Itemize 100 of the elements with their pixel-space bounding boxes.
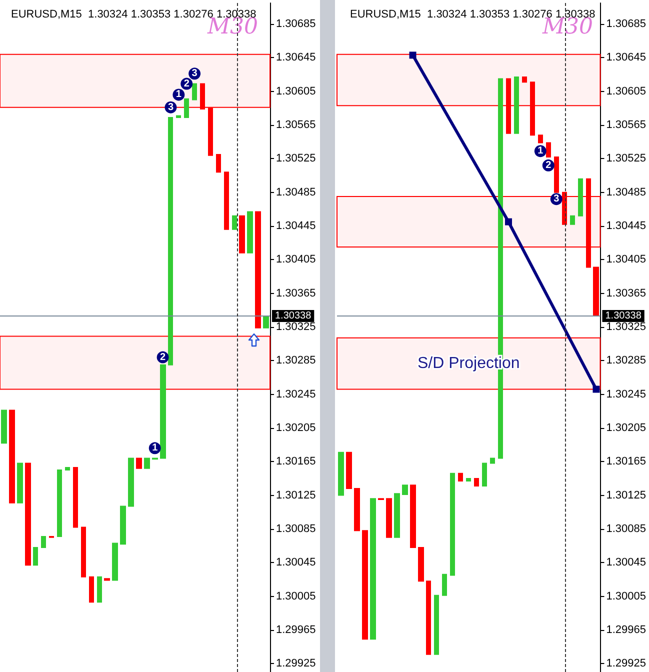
candlestick <box>426 580 431 655</box>
text: 1 <box>176 89 182 100</box>
candlestick <box>482 462 487 487</box>
candlestick <box>474 478 479 487</box>
candlestick <box>17 462 23 504</box>
y-tick-label: 1.30045 <box>276 556 316 569</box>
candlestick <box>192 83 197 100</box>
candlestick <box>9 410 15 504</box>
candlestick <box>57 470 62 538</box>
y-tick-label: 1.30605 <box>276 85 316 98</box>
candlestick <box>346 452 352 490</box>
y-tick-label: 1.30125 <box>276 489 316 502</box>
y-tick-label: 1.30565 <box>606 119 646 132</box>
series-label: 2 <box>160 352 166 363</box>
candlestick <box>33 546 38 566</box>
y-tick-label: 1.30005 <box>606 590 646 602</box>
candlestick <box>514 76 519 134</box>
series-label: 1 <box>538 146 544 157</box>
candlestick <box>506 78 511 134</box>
series-label: 3 <box>192 68 198 80</box>
y-tick-label: 1.30605 <box>606 85 646 98</box>
candlestick <box>578 178 583 216</box>
candlestick <box>442 574 447 596</box>
y-tick-label: 1.30325 <box>606 320 646 333</box>
y-tick-label: 1.30445 <box>276 220 316 232</box>
y-tick-label: 1.30405 <box>606 254 646 266</box>
y-tick-label: 1.30565 <box>276 119 316 132</box>
candlestick <box>224 172 229 230</box>
candlestick <box>104 578 110 581</box>
y-tick-label: 1.30285 <box>276 354 316 367</box>
y-tick-label: 1.30165 <box>276 456 316 468</box>
candlestick <box>362 530 368 640</box>
candlestick <box>136 458 142 469</box>
y-tick-label: 1.30085 <box>276 522 316 535</box>
candlestick <box>97 576 102 603</box>
y-tick-label: 1.29965 <box>276 624 316 636</box>
y-tick-label: 1.30445 <box>606 220 646 232</box>
y-tick-label: 1.30645 <box>276 52 316 64</box>
candlestick <box>112 542 118 581</box>
candlestick <box>370 498 376 640</box>
candlestick <box>128 458 134 507</box>
candlestick <box>25 462 31 566</box>
y-tick-label: 1.30405 <box>276 254 316 266</box>
candlestick <box>184 98 189 118</box>
candlestick <box>418 546 424 582</box>
y-tick-label: 1.29925 <box>276 658 316 670</box>
y-tick-label: 1.30285 <box>606 354 646 367</box>
point <box>505 218 512 226</box>
y-tick-label: 1.29925 <box>606 658 646 670</box>
candlestick <box>89 576 94 603</box>
y-tick-label: 1.30525 <box>276 152 316 165</box>
candlestick <box>434 594 439 655</box>
candlestick <box>263 316 269 328</box>
candlestick <box>450 472 455 576</box>
y-tick-label: 1.30685 <box>276 18 316 30</box>
candlestick <box>41 536 46 548</box>
candlestick <box>144 458 150 469</box>
y-tick-label: 1.30085 <box>606 522 646 535</box>
candlestick <box>570 215 575 225</box>
y-tick-label: 1.29965 <box>606 624 646 636</box>
candlestick <box>466 478 471 482</box>
candlestick <box>490 458 495 464</box>
candlestick <box>386 498 392 538</box>
ref-line-label: 1.30338 <box>275 310 312 322</box>
candlestick <box>354 488 360 532</box>
ref-line-label: 1.30338 <box>605 310 642 322</box>
candlestick <box>120 506 126 545</box>
y-tick-label: 1.30245 <box>606 388 646 400</box>
y-tick-label: 1.30205 <box>606 422 646 434</box>
y-tick-label: 1.30485 <box>606 186 646 198</box>
candlestick <box>530 82 535 136</box>
y-tick-label: 1.30245 <box>276 388 316 400</box>
text: 3 <box>168 102 174 113</box>
candlestick <box>538 134 543 144</box>
series-label: 1 <box>152 442 158 454</box>
candlestick <box>255 211 261 328</box>
y-tick-label: 1.30325 <box>276 320 316 333</box>
candlestick <box>176 115 181 118</box>
candlestick <box>522 76 527 83</box>
candlestick <box>81 526 86 578</box>
candlestick <box>338 452 344 496</box>
series-label: 2 <box>546 160 552 171</box>
candlestick <box>554 156 559 193</box>
y-tick-label: 1.30365 <box>606 287 646 300</box>
candlestick <box>200 83 205 110</box>
y-tick-label: 1.30165 <box>606 456 646 468</box>
y-tick-label: 1.30645 <box>606 52 646 64</box>
point <box>592 386 600 393</box>
y-tick-label: 1.30125 <box>606 489 646 502</box>
y-tick-label: 1.30685 <box>606 18 646 30</box>
candlestick <box>402 484 408 495</box>
text: 2 <box>184 78 190 90</box>
candlestick <box>168 116 173 366</box>
series-label: 3 <box>554 194 560 205</box>
candlestick <box>232 215 237 230</box>
candlestick <box>208 108 213 156</box>
y-tick-label: 1.30485 <box>276 186 316 198</box>
point <box>409 52 416 59</box>
candlestick <box>239 215 245 254</box>
candlestick <box>394 493 400 538</box>
